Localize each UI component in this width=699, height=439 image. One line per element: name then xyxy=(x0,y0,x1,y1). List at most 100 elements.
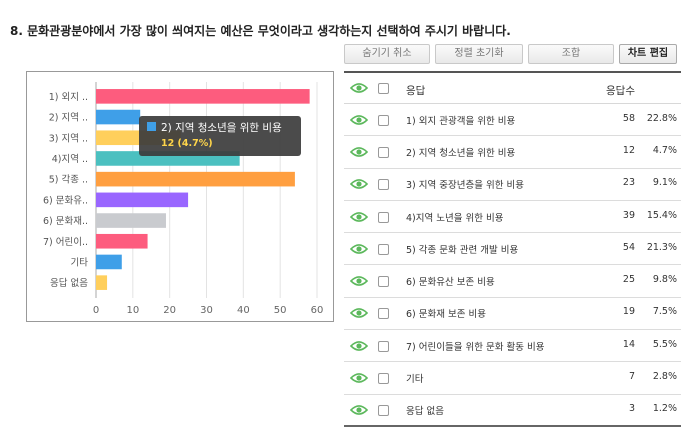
row-checkbox[interactable] xyxy=(378,114,389,126)
row-checkbox[interactable] xyxy=(378,146,389,158)
x-tick-label: 10 xyxy=(126,305,139,316)
y-tick-label: 응답 없음 xyxy=(50,277,88,289)
x-tick-label: 0 xyxy=(93,305,99,316)
row-percent: 5.5% xyxy=(652,338,677,350)
row-label: 2) 지역 청소년을 위한 비용 xyxy=(406,147,516,159)
y-tick-label: 3) 지역 .. xyxy=(49,133,88,144)
row-count: 7 xyxy=(628,371,635,383)
chart-edit-button[interactable]: 차트 편집 xyxy=(619,44,677,64)
bar[interactable] xyxy=(96,192,189,208)
eye-icon[interactable] xyxy=(350,82,368,94)
table-row: 3) 지역 중장년층을 위한 비용 23 9.1% xyxy=(344,169,681,201)
row-checkbox[interactable] xyxy=(378,308,389,320)
x-tick-label: 60 xyxy=(311,305,324,316)
table-row: 응답 없음 3 1.2% xyxy=(344,395,681,427)
combine-button[interactable]: 조합 xyxy=(528,44,614,64)
row-percent: 15.4% xyxy=(646,209,677,221)
eye-icon[interactable] xyxy=(350,243,368,255)
y-tick-label: 4)지역 .. xyxy=(52,154,88,165)
row-checkbox[interactable] xyxy=(378,276,389,288)
tooltip-swatch xyxy=(147,122,156,131)
bar[interactable] xyxy=(96,254,122,270)
row-label: 4)지역 노년을 위한 비용 xyxy=(406,212,504,224)
x-tick-label: 40 xyxy=(237,305,250,316)
y-tick-label: 2) 지역 .. xyxy=(49,113,88,124)
row-checkbox[interactable] xyxy=(378,340,389,352)
row-percent: 9.8% xyxy=(652,274,677,286)
row-label: 3) 지역 중장년층을 위한 비용 xyxy=(406,180,524,192)
row-count: 3 xyxy=(628,402,635,414)
eye-icon[interactable] xyxy=(350,372,368,384)
row-percent: 1.2% xyxy=(652,402,677,414)
bar[interactable] xyxy=(96,89,310,104)
eye-icon[interactable] xyxy=(350,211,368,223)
table-row: 1) 외지 관광객을 위한 비용 58 22.8% xyxy=(344,104,681,137)
row-label: 기타 xyxy=(406,374,424,386)
table-row: 6) 문화재 보존 비용 19 7.5% xyxy=(344,298,681,331)
table-row: 5) 각종 문화 관련 개발 비용 54 21.3% xyxy=(344,233,681,266)
row-label: 1) 외지 관광객을 위한 비용 xyxy=(406,115,516,127)
row-percent: 22.8% xyxy=(646,112,677,124)
row-label: 6) 문화재 보존 비용 xyxy=(406,309,486,321)
question-title: 8. 문화관광분야에서 가장 많이 씌여지는 예산은 무엇이라고 생각하는지 선… xyxy=(10,24,511,38)
row-count: 14 xyxy=(622,338,635,350)
hide-cancel-button[interactable]: 숨기기 취소 xyxy=(344,44,430,64)
table-row: 4)지역 노년을 위한 비용 39 15.4% xyxy=(344,201,681,234)
eye-icon[interactable] xyxy=(350,146,368,158)
row-count: 12 xyxy=(622,144,635,156)
row-checkbox[interactable] xyxy=(378,211,389,223)
row-checkbox[interactable] xyxy=(378,404,389,416)
sort-reset-button[interactable]: 정렬 초기화 xyxy=(435,44,523,64)
row-count: 25 xyxy=(622,274,635,286)
row-count: 23 xyxy=(622,177,635,189)
x-tick-label: 20 xyxy=(163,305,176,316)
y-tick-label: 6) 문화재.. xyxy=(43,216,88,227)
eye-icon[interactable] xyxy=(350,178,368,190)
row-label: 6) 문화유산 보존 비용 xyxy=(406,277,495,289)
row-percent: 7.5% xyxy=(652,306,677,318)
bar-chart-svg: 0 10 20 30 40 50 60 1) 외지 .. 2) 지역 .. 3) 지역 .. 4)지… xyxy=(43,82,324,316)
row-checkbox[interactable] xyxy=(378,373,389,385)
x-tick-label: 50 xyxy=(274,305,287,316)
y-tick-label: 5) 각종 .. xyxy=(49,174,88,186)
row-percent: 4.7% xyxy=(652,144,677,156)
row-count: 54 xyxy=(622,241,635,253)
y-tick-label: 기타 xyxy=(71,257,89,268)
row-label: 응답 없음 xyxy=(406,405,444,417)
y-tick-label: 6) 문화유.. xyxy=(43,195,88,206)
table-row: 7) 어린이들을 위한 문화 활동 비용 14 5.5% xyxy=(344,330,681,363)
bar[interactable] xyxy=(96,171,295,187)
bar[interactable] xyxy=(96,109,141,125)
bar-chart: 0 10 20 30 40 50 60 1) 외지 .. 2) 지역 .. 3) 지역 .. 4)지… xyxy=(26,71,334,322)
tooltip-value: 12 (4.7%) xyxy=(161,138,213,149)
y-tick-label: 1) 외지 .. xyxy=(49,91,88,103)
row-checkbox[interactable] xyxy=(378,243,389,255)
eye-icon[interactable] xyxy=(350,340,368,352)
tooltip-label: 2) 지역 청소년을 위한 비용 xyxy=(161,122,282,134)
table-body: 1) 외지 관광객을 위한 비용 58 22.8% 2) 지역 청소년을 위한 비용 1… xyxy=(344,104,681,427)
row-count: 58 xyxy=(622,112,635,124)
table-row: 기타 7 2.8% xyxy=(344,362,681,395)
header-count: 응답수 xyxy=(606,85,635,97)
eye-icon[interactable] xyxy=(350,404,368,416)
row-label: 5) 각종 문화 관련 개발 비용 xyxy=(406,244,519,256)
eye-icon[interactable] xyxy=(350,275,368,287)
select-all-checkbox[interactable] xyxy=(378,83,389,94)
bar[interactable] xyxy=(96,213,166,228)
row-percent: 21.3% xyxy=(646,241,677,253)
eye-icon[interactable] xyxy=(350,307,368,319)
table-row: 2) 지역 청소년을 위한 비용 12 4.7% xyxy=(344,136,681,169)
bar[interactable] xyxy=(96,275,108,290)
row-count: 19 xyxy=(622,306,635,318)
x-tick-label: 30 xyxy=(200,305,213,316)
y-tick-label: 7) 어린이.. xyxy=(43,237,88,248)
eye-icon[interactable] xyxy=(350,114,368,126)
row-percent: 9.1% xyxy=(652,177,677,189)
row-count: 39 xyxy=(622,209,635,221)
chart-tooltip: 2) 지역 청소년을 위한 비용 12 (4.7%) xyxy=(139,116,301,156)
row-label: 7) 어린이들을 위한 문화 활동 비용 xyxy=(406,341,545,353)
response-table: 응답 응답수 1) 외지 관광객을 위한 비용 58 22.8% 2) 지역 청소년을… xyxy=(344,71,681,427)
bar[interactable] xyxy=(96,233,148,249)
row-checkbox[interactable] xyxy=(378,179,389,191)
header-answer: 응답 xyxy=(406,85,426,97)
